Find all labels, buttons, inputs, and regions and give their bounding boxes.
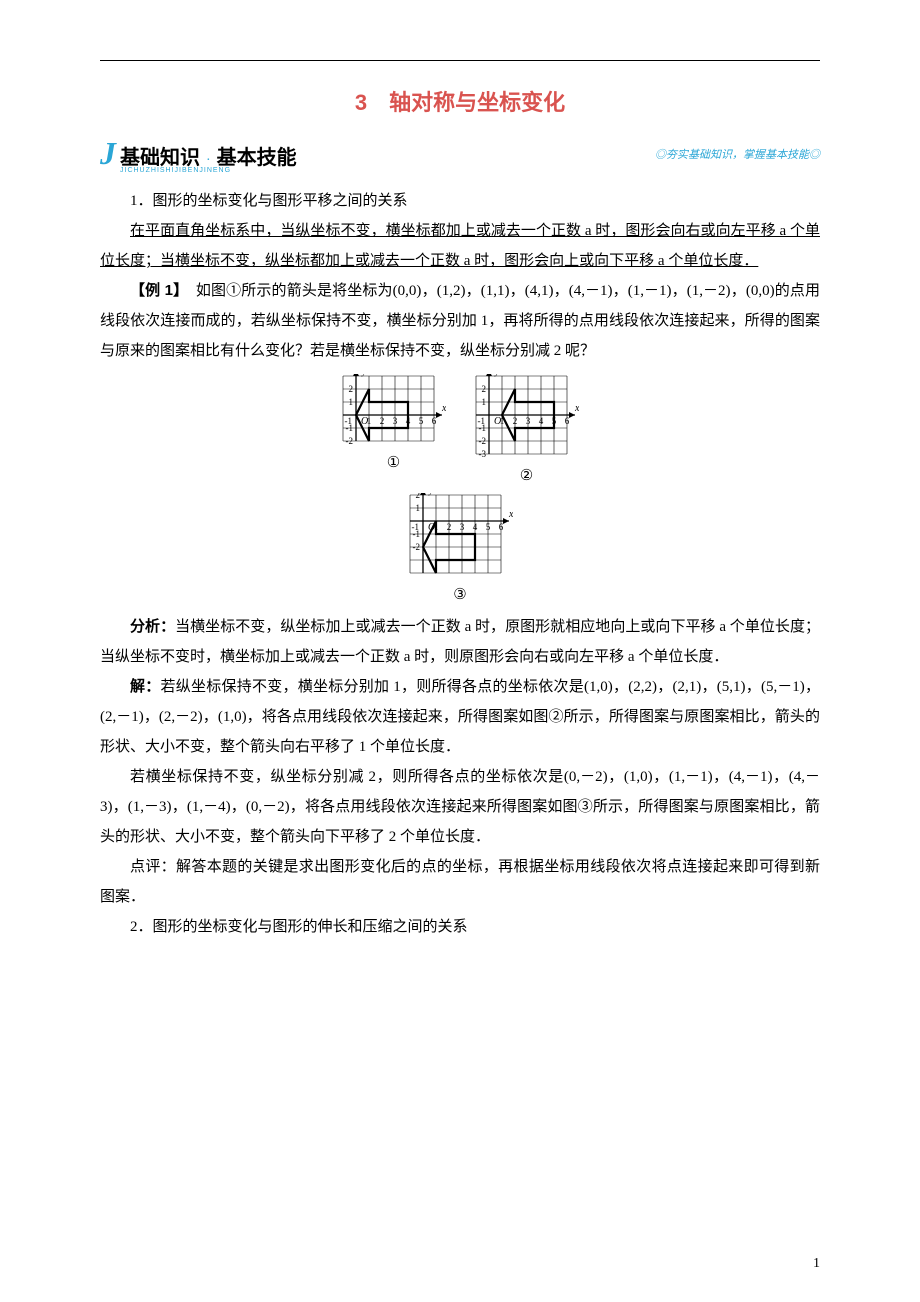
svg-text:2: 2 [446,522,451,532]
svg-text:x: x [441,403,446,414]
svg-text:1: 1 [349,397,354,407]
figure-row-1: xyO-112345612-1-2 ① xyO-112345612-1-2-3 … [100,374,820,485]
page-number: 1 [813,1256,820,1272]
svg-text:-1: -1 [412,529,420,539]
solution-para-1: 解：若纵坐标保持不变，横坐标分别加 1，则所得各点的坐标依次是(1,0)，(2,… [100,672,820,762]
svg-text:2: 2 [415,493,420,500]
section1-body: 在平面直角坐标系中，当纵坐标不变，横坐标都加上或减去一个正数 a 时，图形会向右… [100,216,820,276]
svg-text:2: 2 [513,416,518,426]
svg-text:2: 2 [482,384,487,394]
banner-j-icon: J [100,135,116,172]
solution-body-1: 若纵坐标保持不变，横坐标分别加 1，则所得各点的坐标依次是(1,0)，(2,2)… [100,679,820,755]
svg-text:x: x [508,509,513,520]
svg-text:3: 3 [459,522,464,532]
banner-pinyin: JICHUZHISHIJIBENJINENG [120,167,231,174]
svg-text:1: 1 [415,503,420,513]
svg-text:4: 4 [539,416,544,426]
analysis-label: 分析： [130,618,175,635]
svg-text:y: y [361,374,367,377]
banner-text-b: 基本技能 [217,141,297,170]
figure-1: xyO-112345612-1-2 ① [341,374,446,485]
grid-chart-3: xyO-112345612-1-2 [408,493,513,581]
example1-label: 【例 1】 [130,282,181,299]
figure-2: xyO-112345612-1-2-3 ② [474,374,579,485]
figure-3: xyO-112345612-1-2 ③ [408,493,513,604]
banner-left: JICHUZHISHIJIBENJINENG J 基础知识 · 基本技能 [100,135,297,172]
example1-para: 【例 1】 如图①所示的箭头是将坐标为(0,0)，(1,2)，(1,1)，(4,… [100,276,820,366]
svg-text:6: 6 [498,522,503,532]
comment-para: 点评：解答本题的关键是求出图形变化后的点的坐标，再根据坐标用线段依次将点连接起来… [100,852,820,912]
svg-text:-1: -1 [479,423,487,433]
svg-text:6: 6 [432,416,437,426]
svg-text:x: x [574,403,579,414]
banner-right: ◎夯实基础知识，掌握基本技能◎ [655,146,820,162]
svg-text:1: 1 [482,397,487,407]
svg-text:6: 6 [565,416,570,426]
figure-1-label: ① [387,453,400,472]
svg-text:-3: -3 [479,449,487,459]
solution-para-2: 若横坐标保持不变，纵坐标分别减 2，则所得各点的坐标依次是(0,－2)，(1,0… [100,762,820,852]
svg-text:y: y [494,374,500,377]
svg-text:2: 2 [349,384,354,394]
section-banner: JICHUZHISHIJIBENJINENG J 基础知识 · 基本技能 ◎夯实… [100,135,820,172]
svg-text:-2: -2 [346,436,354,446]
svg-text:-2: -2 [412,542,420,552]
svg-text:3: 3 [393,416,398,426]
analysis-body: 当横坐标不变，纵坐标加上或减去一个正数 a 时，原图形就相应地向上或向下平移 a… [100,619,820,665]
svg-text:5: 5 [419,416,424,426]
svg-text:-2: -2 [479,436,487,446]
svg-text:3: 3 [526,416,531,426]
analysis-para: 分析：当横坐标不变，纵坐标加上或减去一个正数 a 时，原图形就相应地向上或向下平… [100,612,820,672]
comment-label: 点评： [130,859,176,875]
page-title: 3 轴对称与坐标变化 [100,85,820,117]
grid-chart-2: xyO-112345612-1-2-3 [474,374,579,462]
banner-text-a: 基础知识 [120,141,200,170]
svg-text:y: y [428,493,434,496]
figure-3-label: ③ [453,585,466,604]
svg-text:4: 4 [472,522,477,532]
section2-heading: 2．图形的坐标变化与图形的伸长和压缩之间的关系 [100,912,820,942]
solution-label: 解： [130,678,161,695]
example1-body: 如图①所示的箭头是将坐标为(0,0)，(1,2)，(1,1)，(4,1)，(4,… [100,283,820,359]
comment-body: 解答本题的关键是求出图形变化后的点的坐标，再根据坐标用线段依次将点连接起来即可得… [100,859,820,905]
svg-text:-1: -1 [346,423,354,433]
section1-heading: 1．图形的坐标变化与图形平移之间的关系 [100,186,820,216]
grid-chart-1: xyO-112345612-1-2 [341,374,446,449]
top-rule [100,60,820,61]
svg-text:2: 2 [380,416,385,426]
figure-2-label: ② [520,466,533,485]
figure-row-2: xyO-112345612-1-2 ③ [100,493,820,604]
svg-text:5: 5 [485,522,490,532]
svg-text:1: 1 [367,416,372,426]
